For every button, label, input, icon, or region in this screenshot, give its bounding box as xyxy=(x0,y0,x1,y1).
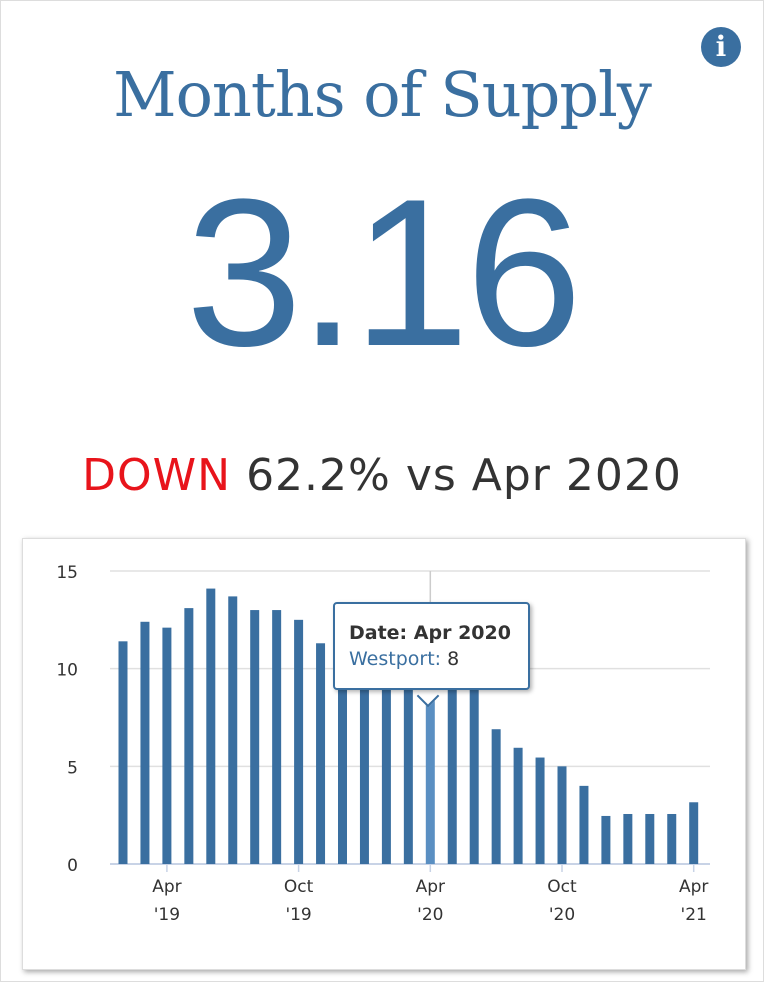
bar xyxy=(623,813,633,864)
bar xyxy=(184,608,194,864)
change-summary: DOWN 62.2% vs Apr 2020 xyxy=(0,450,764,501)
x-tick-label: Apr xyxy=(416,877,445,897)
bar xyxy=(645,813,655,864)
tooltip-value: 8 xyxy=(447,648,460,670)
x-tick-label: '21 xyxy=(681,905,707,925)
bar xyxy=(206,588,216,864)
bar xyxy=(250,610,260,864)
direction-label: DOWN xyxy=(82,450,232,501)
bar xyxy=(162,627,172,864)
y-tick-label: 5 xyxy=(67,758,78,778)
y-tick-label: 0 xyxy=(67,856,78,876)
bar xyxy=(228,596,238,864)
bar xyxy=(403,678,413,864)
page-title: Months of Supply xyxy=(113,58,652,131)
bar xyxy=(272,610,282,864)
x-tick-label: '19 xyxy=(154,905,180,925)
bar xyxy=(338,658,347,864)
bar xyxy=(294,619,304,864)
tooltip: Date: Apr 2020 Westport: 8 xyxy=(333,602,530,690)
bar xyxy=(316,643,326,864)
tooltip-series: Westport: xyxy=(349,648,442,670)
x-tick-label: Apr xyxy=(152,877,181,897)
y-tick-label: 15 xyxy=(56,563,78,583)
info-icon[interactable]: i xyxy=(701,27,741,67)
bar xyxy=(491,729,501,864)
bar xyxy=(535,757,545,864)
bar xyxy=(579,785,589,864)
bar xyxy=(689,802,699,864)
x-tick-label: '19 xyxy=(285,905,311,925)
x-tick-label: Oct xyxy=(547,877,577,897)
change-text: 62.2% vs Apr 2020 xyxy=(246,450,682,501)
bar xyxy=(469,672,479,864)
bar xyxy=(425,700,435,864)
bar xyxy=(513,747,523,864)
metric-value: 3.16 xyxy=(185,155,583,390)
bar xyxy=(359,668,369,864)
x-tick-label: Oct xyxy=(284,877,314,897)
x-tick-label: '20 xyxy=(549,905,575,925)
bar xyxy=(601,815,611,864)
bar xyxy=(557,766,567,864)
y-tick-label: 10 xyxy=(56,661,78,681)
x-tick-label: Apr xyxy=(679,877,708,897)
tooltip-date: Date: Apr 2020 xyxy=(349,622,511,644)
bar xyxy=(381,672,391,864)
bar xyxy=(118,641,128,864)
bar xyxy=(140,621,150,864)
x-tick-label: '20 xyxy=(417,905,443,925)
bar xyxy=(447,676,457,864)
bar xyxy=(667,813,677,864)
